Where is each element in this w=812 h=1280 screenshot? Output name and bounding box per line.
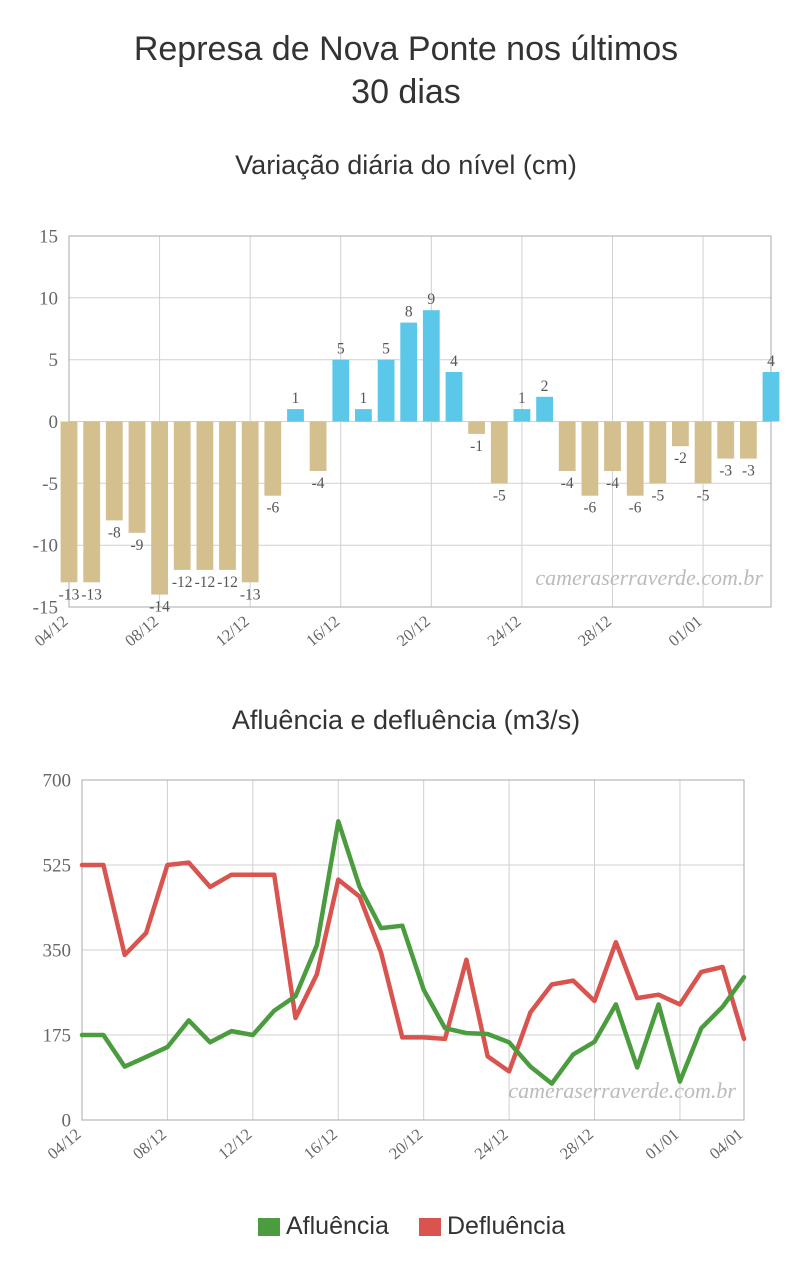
svg-text:-5: -5 xyxy=(42,474,58,495)
svg-text:5: 5 xyxy=(337,341,345,358)
svg-text:-10: -10 xyxy=(33,536,58,557)
svg-text:28/12: 28/12 xyxy=(556,1125,597,1164)
svg-text:20/12: 20/12 xyxy=(393,612,434,646)
svg-text:2: 2 xyxy=(541,378,549,395)
svg-text:10: 10 xyxy=(39,288,58,309)
svg-text:175: 175 xyxy=(43,1026,72,1047)
svg-text:-6: -6 xyxy=(583,500,596,517)
svg-text:15: 15 xyxy=(39,227,58,248)
svg-text:04/01: 04/01 xyxy=(706,1125,747,1164)
svg-text:20/12: 20/12 xyxy=(385,1125,426,1164)
svg-text:-5: -5 xyxy=(651,487,664,504)
svg-text:-13: -13 xyxy=(59,586,80,603)
svg-text:cameraserraverde.com.br: cameraserraverde.com.br xyxy=(535,565,763,590)
svg-text:0: 0 xyxy=(49,412,59,433)
svg-text:Afluência: Afluência xyxy=(286,1212,389,1240)
svg-text:-13: -13 xyxy=(240,586,261,603)
svg-text:-8: -8 xyxy=(108,524,121,541)
svg-text:12/12: 12/12 xyxy=(212,612,253,646)
svg-text:12/12: 12/12 xyxy=(214,1125,255,1164)
svg-text:9: 9 xyxy=(427,291,435,308)
svg-text:5: 5 xyxy=(382,341,390,358)
svg-text:-12: -12 xyxy=(172,574,193,591)
svg-text:-14: -14 xyxy=(149,599,170,616)
svg-text:-5: -5 xyxy=(493,487,506,504)
svg-text:-6: -6 xyxy=(629,500,642,517)
svg-text:cameraserraverde.com.br: cameraserraverde.com.br xyxy=(508,1078,736,1103)
svg-text:24/12: 24/12 xyxy=(471,1125,512,1164)
svg-text:-9: -9 xyxy=(130,537,143,554)
svg-text:5: 5 xyxy=(49,350,59,371)
svg-text:08/12: 08/12 xyxy=(121,612,162,646)
svg-text:-4: -4 xyxy=(606,475,619,492)
svg-text:-13: -13 xyxy=(81,586,102,603)
svg-text:8: 8 xyxy=(405,304,413,321)
svg-text:4: 4 xyxy=(767,353,775,370)
svg-text:-3: -3 xyxy=(719,463,732,480)
svg-text:-12: -12 xyxy=(217,574,238,591)
svg-text:16/12: 16/12 xyxy=(300,1125,341,1164)
svg-text:-5: -5 xyxy=(697,487,710,504)
svg-text:04/12: 04/12 xyxy=(44,1125,85,1164)
svg-text:4: 4 xyxy=(450,353,458,370)
svg-text:01/01: 01/01 xyxy=(665,612,706,646)
svg-text:-6: -6 xyxy=(266,500,279,517)
svg-text:-4: -4 xyxy=(561,475,574,492)
svg-text:-2: -2 xyxy=(674,450,687,467)
svg-text:01/01: 01/01 xyxy=(641,1125,682,1164)
svg-text:1: 1 xyxy=(360,390,368,407)
svg-text:16/12: 16/12 xyxy=(302,612,343,646)
svg-text:1: 1 xyxy=(518,390,526,407)
svg-text:350: 350 xyxy=(43,941,72,962)
svg-text:24/12: 24/12 xyxy=(483,612,524,646)
svg-text:-1: -1 xyxy=(470,438,483,455)
svg-text:525: 525 xyxy=(43,856,72,877)
svg-text:28/12: 28/12 xyxy=(574,612,615,646)
svg-text:Defluência: Defluência xyxy=(447,1212,565,1240)
svg-text:-4: -4 xyxy=(312,475,325,492)
svg-text:1: 1 xyxy=(292,390,300,407)
svg-text:700: 700 xyxy=(43,771,72,792)
svg-text:-3: -3 xyxy=(742,463,755,480)
svg-text:08/12: 08/12 xyxy=(129,1125,170,1164)
svg-text:-12: -12 xyxy=(195,574,216,591)
